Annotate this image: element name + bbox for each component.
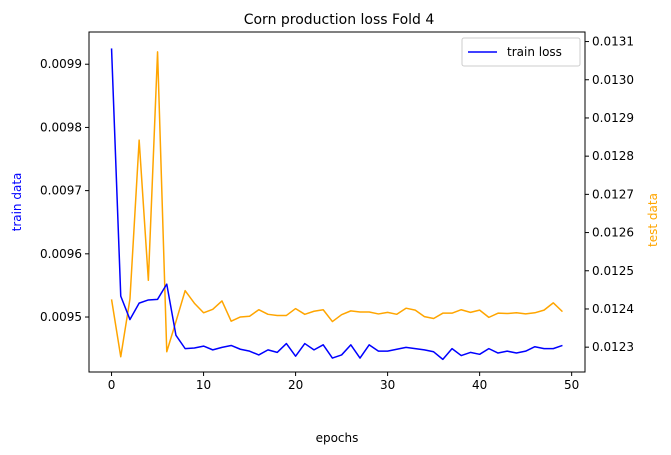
y-right-tick-label: 0.0126 (592, 226, 634, 240)
x-axis-title: epochs (316, 431, 359, 445)
x-tick-label: 0 (108, 378, 116, 392)
x-tick-label: 10 (196, 378, 211, 392)
y-right-tick-label: 0.0131 (592, 35, 634, 49)
x-tick-label: 30 (380, 378, 395, 392)
y-right-tick-label: 0.0127 (592, 187, 634, 201)
x-tick-label: 20 (288, 378, 303, 392)
y-axis-right: 0.0123 0.0124 0.0125 0.0126 0.0127 0.0128 0.01… (585, 35, 634, 354)
legend: train loss (461, 37, 581, 67)
series-line-train-loss (110, 48, 563, 361)
y-left-tick-label: 0.0097 (40, 184, 82, 198)
x-axis: 0 10 20 30 40 50 (108, 372, 579, 392)
y-left-tick-label: 0.0096 (40, 247, 82, 261)
x-tick-label: 40 (472, 378, 487, 392)
y-axis-left: 0.0095 0.0096 0.0097 0.0098 0.0099 (40, 57, 89, 324)
x-tick-label: 50 (564, 378, 579, 392)
y-left-tick-label: 0.0095 (40, 310, 82, 324)
series-layer (110, 48, 563, 361)
plot-frame (88, 31, 586, 373)
y-right-tick-label: 0.0123 (592, 340, 634, 354)
y-left-tick-label: 0.0098 (40, 120, 82, 134)
y-right-tick-label: 0.0125 (592, 264, 634, 278)
legend-label-train-loss: train loss (507, 45, 562, 59)
y-left-tick-label: 0.0099 (40, 57, 82, 71)
y-right-tick-label: 0.0129 (592, 111, 634, 125)
series-line-test (110, 51, 563, 358)
y-right-tick-label: 0.0124 (592, 302, 634, 316)
y-axis-left-title: train data (10, 173, 24, 232)
y-axis-right-title: test data (646, 193, 660, 247)
y-right-tick-label: 0.0130 (592, 73, 634, 87)
chart-title: Corn production loss Fold 4 (244, 12, 435, 28)
plot-area (88, 31, 586, 373)
y-right-tick-label: 0.0128 (592, 149, 634, 163)
legend-box (461, 37, 581, 67)
